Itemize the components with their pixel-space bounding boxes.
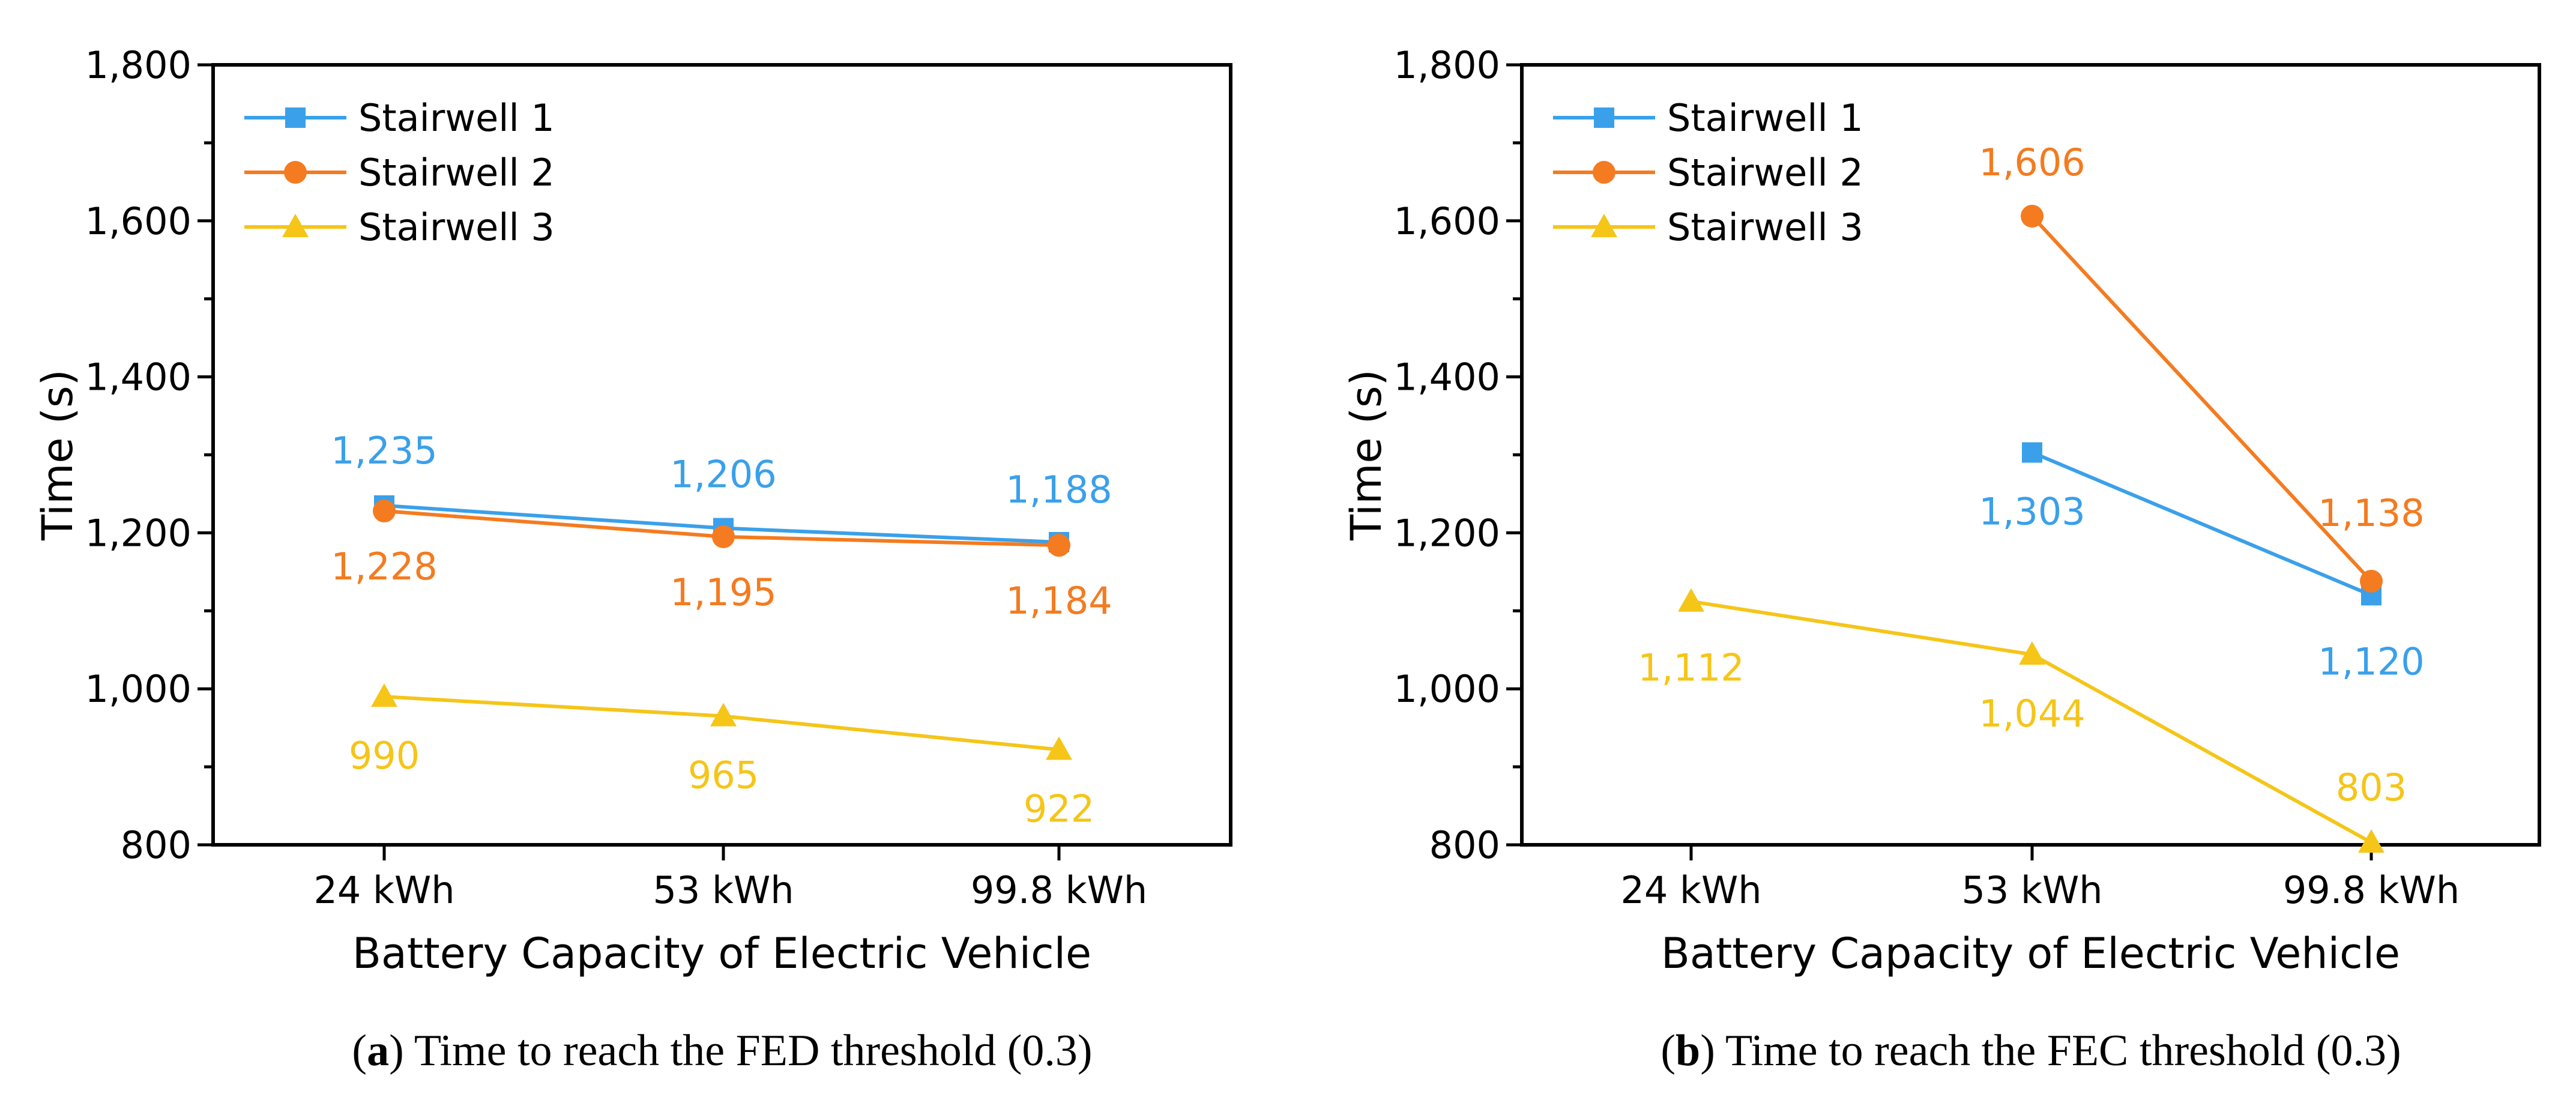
panel-caption: (b) Time to reach the FEC threshold (0.3…	[1661, 1026, 2401, 1075]
y-axis-label: Time (s)	[1342, 369, 1391, 541]
y-axis-label: Time (s)	[33, 369, 82, 541]
data-point	[1678, 588, 1704, 612]
data-point	[371, 683, 397, 707]
series-2	[2021, 205, 2383, 593]
caption-text: ) Time to reach the FED threshold (0.3)	[389, 1026, 1093, 1075]
data-label: 1,188	[1006, 468, 1112, 512]
y-tick-label: 1,800	[1394, 43, 1501, 87]
x-tick-label: 99.8 kWh	[971, 868, 1147, 912]
data-label: 1,195	[670, 570, 777, 614]
series-line	[2031, 450, 2372, 597]
data-point	[2022, 442, 2042, 463]
data-label: 1,235	[331, 429, 438, 473]
legend: Stairwell 1 Stairwell 2 Stairwell 3	[1553, 96, 1863, 249]
legend-item: Stairwell 2	[244, 151, 555, 195]
chart-panel-a: 800 1,000 1,200 1,400 1,600 1,800 24 kWh 53 kWh…	[33, 43, 1232, 1075]
y-tick-label: 1,400	[1394, 355, 1501, 399]
data-label: 1,228	[331, 545, 438, 588]
y-tick-label: 1,600	[1394, 199, 1501, 243]
legend-marker	[284, 161, 307, 184]
legend-item: Stairwell 3	[1553, 205, 1863, 249]
data-label: 1,044	[1979, 692, 2086, 736]
x-tick-label: 53 kWh	[1961, 868, 2102, 912]
legend-item: Stairwell 1	[244, 96, 555, 140]
data-point	[1046, 736, 1072, 760]
y-tick-label: 1,200	[85, 511, 192, 555]
x-tick-label: 24 kWh	[1620, 868, 1761, 912]
data-label: 1,184	[1006, 579, 1112, 623]
legend-marker	[1591, 214, 1617, 237]
chart-panel-b: 800 1,000 1,200 1,400 1,600 1,800 24 kWh 53 kWh…	[1342, 43, 2541, 1075]
data-point	[373, 500, 396, 523]
y-tick-label: 800	[121, 823, 192, 867]
x-tick-label: 99.8 kWh	[2283, 868, 2460, 912]
x-axis-label: Battery Capacity of Electric Vehicle	[352, 929, 1091, 978]
data-label: 1,138	[2318, 491, 2425, 535]
x-tick-label: 53 kWh	[653, 868, 794, 912]
caption-letter: b	[1676, 1026, 1700, 1075]
data-label: 1,120	[2318, 639, 2425, 683]
legend-item: Stairwell 1	[1553, 96, 1863, 140]
caption-letter: a	[367, 1026, 389, 1075]
legend-marker	[1594, 107, 1614, 128]
x-tick-label: 24 kWh	[313, 868, 454, 912]
data-label: 1,606	[1979, 141, 2086, 184]
legend-label: Stairwell 2	[358, 151, 555, 195]
data-label: 1,303	[1979, 490, 2086, 534]
series-3	[1678, 588, 2384, 853]
legend-marker	[285, 107, 306, 128]
data-label: 922	[1024, 787, 1094, 831]
y-tick-label: 1,800	[85, 43, 192, 87]
caption-open: (	[352, 1026, 367, 1075]
data-point	[712, 525, 735, 548]
legend: Stairwell 1 Stairwell 2 Stairwell 3	[244, 96, 555, 249]
panel-caption: (a) Time to reach the FED threshold (0.3…	[352, 1026, 1092, 1075]
series-line	[2030, 214, 2373, 582]
y-tick-label: 800	[1429, 823, 1500, 867]
caption-open: (	[1661, 1026, 1676, 1075]
x-axis-label: Battery Capacity of Electric Vehicle	[1661, 929, 2400, 978]
legend-label: Stairwell 2	[1667, 151, 1863, 195]
data-point	[710, 703, 737, 727]
series-2	[373, 500, 1070, 557]
legend-marker	[1593, 161, 1615, 184]
data-label: 990	[349, 734, 420, 778]
data-point	[2358, 829, 2384, 853]
data-point	[2019, 641, 2045, 665]
legend-label: Stairwell 3	[1667, 205, 1863, 249]
data-label: 1,112	[1638, 646, 1745, 690]
y-tick-label: 1,600	[85, 199, 192, 243]
y-tick-label: 1,000	[85, 667, 192, 711]
y-tick-label: 1,200	[1394, 511, 1501, 555]
legend-label: Stairwell 1	[1667, 96, 1863, 140]
legend-item: Stairwell 3	[244, 205, 555, 249]
legend-marker	[282, 214, 309, 237]
y-tick-label: 1,000	[1394, 667, 1501, 711]
data-label: 965	[688, 754, 759, 797]
legend-label: Stairwell 3	[358, 205, 555, 249]
legend-item: Stairwell 2	[1553, 151, 1863, 195]
caption-text: ) Time to reach the FEC threshold (0.3)	[1700, 1026, 2401, 1075]
data-label: 803	[2336, 766, 2407, 809]
series-3	[371, 683, 1072, 760]
y-tick-label: 1,400	[85, 355, 192, 399]
data-point	[1048, 534, 1070, 557]
data-point	[2021, 205, 2044, 228]
data-label: 1,206	[670, 453, 777, 497]
data-point	[2360, 569, 2383, 593]
legend-label: Stairwell 1	[358, 96, 555, 140]
